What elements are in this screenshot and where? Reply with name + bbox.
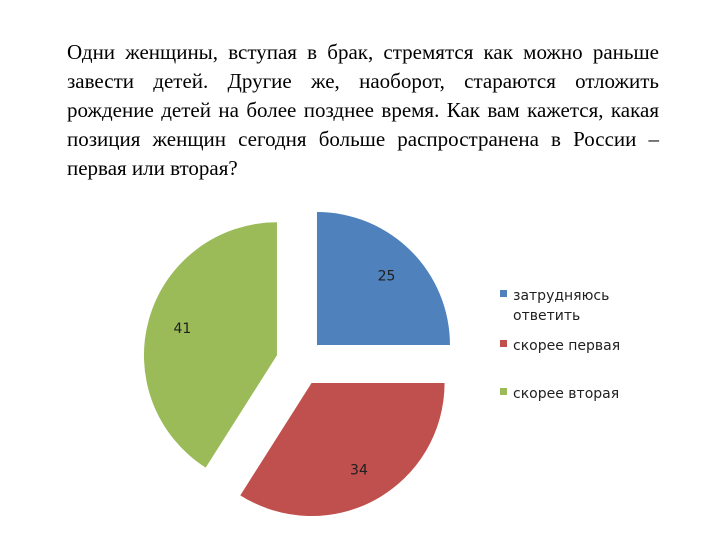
pie-slice-2 — [240, 383, 445, 517]
legend-label: затрудняюсь — [513, 288, 609, 304]
pie-slices — [143, 212, 450, 517]
legend-swatch — [500, 388, 507, 395]
data-label: 41 — [174, 321, 192, 337]
legend-label: скорее первая — [513, 338, 620, 354]
data-label: 25 — [378, 268, 396, 284]
legend-label: ответить — [513, 308, 580, 324]
pie-slice-1 — [316, 212, 450, 346]
legend-swatch — [500, 290, 507, 297]
legend-label: скорее вторая — [513, 386, 619, 402]
pie-slice-3 — [143, 222, 277, 468]
pie-data-labels: 25 34 41 — [174, 268, 396, 478]
question-text: Одни женщины, вступая в брак, стремятся … — [67, 40, 659, 180]
chart-legend: затрудняюсь ответить скорее первая скорее в… — [500, 288, 620, 402]
data-label: 34 — [350, 462, 368, 478]
legend-swatch — [500, 340, 507, 347]
